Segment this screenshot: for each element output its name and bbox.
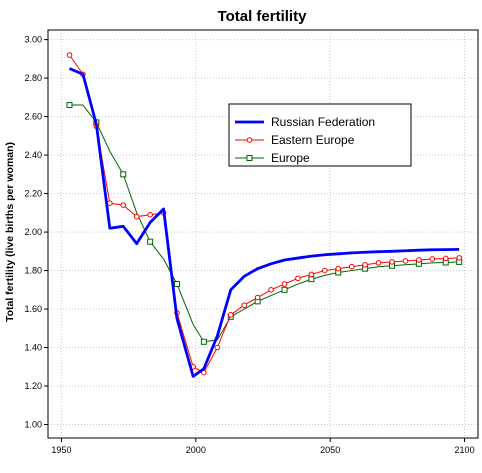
eastern-europe-point	[268, 287, 274, 293]
eastern-europe-point	[322, 267, 328, 274]
series-russian-federation	[68, 67, 460, 378]
eastern-europe-point	[133, 213, 140, 220]
chart-title: Total fertility	[218, 8, 308, 25]
y-axis-label: Total fertility (live births per woman)	[4, 142, 16, 322]
eastern-europe-point	[254, 294, 261, 301]
eastern-europe-point	[308, 271, 315, 278]
eastern-europe-line	[69, 54, 460, 374]
x-axis: 1950 2000 2050 2100	[51, 438, 475, 455]
eastern-europe-point	[120, 202, 127, 208]
eastern-europe-point	[375, 260, 382, 266]
eastern-europe-point	[227, 312, 234, 318]
y-tick-label: 3.00	[24, 35, 42, 45]
europe-point	[308, 276, 315, 283]
y-tick-label: 1.20	[24, 381, 42, 391]
y-axis: 1.00 1.20 1.40 1.60 1.80 2.00 2.20 2.40 2.60 2.80…	[24, 35, 48, 430]
y-tick-label: 1.80	[24, 266, 42, 276]
y-tick-label: 2.20	[24, 189, 42, 199]
eastern-europe-point	[362, 261, 368, 268]
x-tick-label: 2000	[186, 445, 206, 455]
legend-label: Eastern Europe	[271, 133, 355, 147]
eastern-europe-point	[147, 211, 153, 218]
europe-point	[147, 238, 154, 245]
eastern-europe-point	[348, 263, 355, 270]
x-tick-label: 1950	[51, 445, 71, 455]
y-tick-label: 2.80	[24, 73, 42, 83]
series	[66, 52, 463, 378]
eastern-europe-point	[66, 52, 73, 58]
y-tick-label: 1.00	[24, 420, 42, 430]
legend-label: Russian Federation	[271, 115, 375, 129]
eastern-europe-point	[214, 344, 221, 351]
legend-item-eastern-europe: Eastern Europe	[235, 133, 355, 147]
legend: Russian Federation Eastern Europe Europe	[228, 103, 412, 167]
grid	[48, 30, 478, 438]
eastern-europe-point	[389, 259, 395, 265]
europe-point	[66, 102, 73, 109]
europe-point	[174, 281, 180, 288]
legend-label: Europe	[271, 151, 310, 165]
legend-item-russian-federation: Russian Federation	[235, 115, 375, 129]
series-eastern-europe	[66, 52, 462, 376]
y-tick-label: 2.00	[24, 227, 42, 237]
eastern-europe-point	[241, 302, 247, 309]
eastern-europe-point	[442, 255, 449, 262]
europe-point	[281, 286, 288, 293]
legend-europe-point	[246, 155, 253, 161]
y-tick-label: 1.60	[24, 304, 42, 314]
russian-federation-line	[68, 67, 460, 378]
legend-box	[228, 103, 412, 167]
europe-point	[200, 338, 207, 345]
eastern-europe-point	[416, 257, 422, 263]
y-tick-label: 1.40	[24, 343, 42, 353]
eastern-europe-point	[281, 281, 288, 287]
europe-point	[120, 171, 127, 178]
plot-area	[47, 29, 479, 439]
x-tick-label: 2100	[455, 445, 475, 455]
eastern-europe-point	[402, 258, 409, 264]
eastern-europe-point	[456, 255, 462, 261]
y-tick-label: 2.60	[24, 112, 42, 122]
eastern-europe-point	[429, 256, 436, 262]
eastern-europe-point	[335, 265, 342, 272]
eastern-europe-point	[295, 275, 301, 282]
y-tick-label: 2.40	[24, 150, 42, 160]
legend-eastern-europe-point	[246, 137, 253, 143]
legend-item-europe: Europe	[235, 151, 310, 165]
x-tick-label: 2050	[320, 445, 340, 455]
eastern-europe-point	[107, 200, 113, 207]
